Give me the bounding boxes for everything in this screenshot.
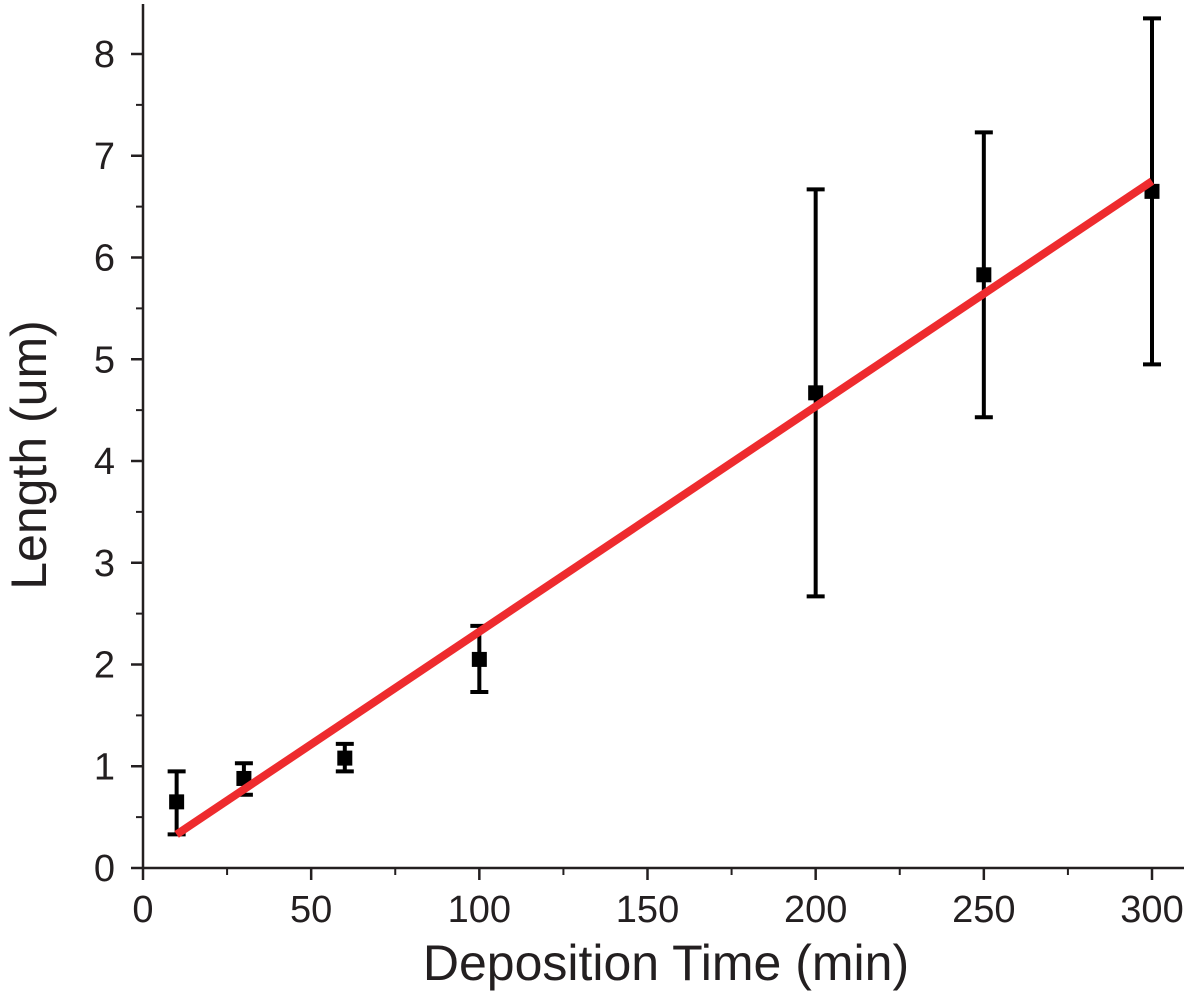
y-tick-label: 1 [94,746,115,788]
y-tick-label: 7 [94,136,115,178]
data-point [169,794,185,810]
x-axis-label: Deposition Time (min) [423,935,909,991]
y-axis-label: Length (um) [1,320,57,590]
fit-line-group [174,177,1155,838]
x-tick-label: 300 [1120,889,1183,931]
axes [141,4,1184,870]
data-point [976,267,992,283]
y-tick-label: 3 [94,543,115,585]
y-axis-ticks: 0 1 2 3 4 5 6 7 8 [94,34,143,890]
data-point [337,750,353,766]
data-point [471,651,487,667]
x-tick-label: 150 [616,889,679,931]
y-tick-label: 5 [94,339,115,381]
y-tick-label: 6 [94,238,115,280]
x-tick-label: 0 [132,889,153,931]
x-tick-label: 50 [290,889,332,931]
y-tick-label: 4 [94,441,115,483]
data-point [808,385,824,401]
y-tick-label: 0 [94,848,115,890]
x-tick-label: 200 [784,889,847,931]
x-axis-ticks: 0 50 100 150 200 250 300 [132,868,1184,931]
fit-line [174,177,1155,838]
y-tick-label: 2 [94,645,115,687]
x-tick-label: 250 [952,889,1015,931]
error-bars [167,16,1161,837]
x-tick-label: 100 [448,889,511,931]
y-tick-label: 8 [94,34,115,76]
